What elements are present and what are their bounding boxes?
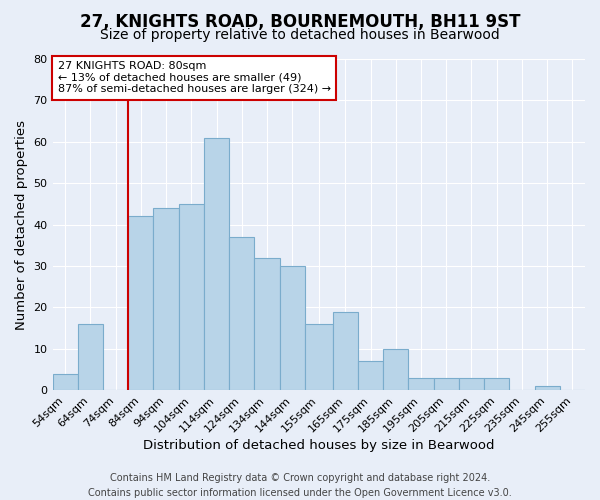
Bar bbox=[128, 216, 154, 390]
Bar bbox=[179, 204, 204, 390]
Bar bbox=[254, 258, 280, 390]
Bar bbox=[78, 324, 103, 390]
Y-axis label: Number of detached properties: Number of detached properties bbox=[15, 120, 28, 330]
Text: Size of property relative to detached houses in Bearwood: Size of property relative to detached ho… bbox=[100, 28, 500, 42]
Bar bbox=[383, 349, 409, 390]
Bar bbox=[280, 266, 305, 390]
Bar bbox=[459, 378, 484, 390]
Bar bbox=[535, 386, 560, 390]
Bar bbox=[358, 361, 383, 390]
Bar bbox=[204, 138, 229, 390]
Text: 27, KNIGHTS ROAD, BOURNEMOUTH, BH11 9ST: 27, KNIGHTS ROAD, BOURNEMOUTH, BH11 9ST bbox=[80, 12, 520, 30]
Bar bbox=[434, 378, 459, 390]
Bar bbox=[409, 378, 434, 390]
Bar bbox=[484, 378, 509, 390]
Text: Contains HM Land Registry data © Crown copyright and database right 2024.
Contai: Contains HM Land Registry data © Crown c… bbox=[88, 472, 512, 498]
X-axis label: Distribution of detached houses by size in Bearwood: Distribution of detached houses by size … bbox=[143, 440, 494, 452]
Bar bbox=[154, 208, 179, 390]
Bar bbox=[305, 324, 332, 390]
Text: 27 KNIGHTS ROAD: 80sqm
← 13% of detached houses are smaller (49)
87% of semi-det: 27 KNIGHTS ROAD: 80sqm ← 13% of detached… bbox=[58, 61, 331, 94]
Bar bbox=[229, 237, 254, 390]
Bar bbox=[53, 374, 78, 390]
Bar bbox=[332, 312, 358, 390]
